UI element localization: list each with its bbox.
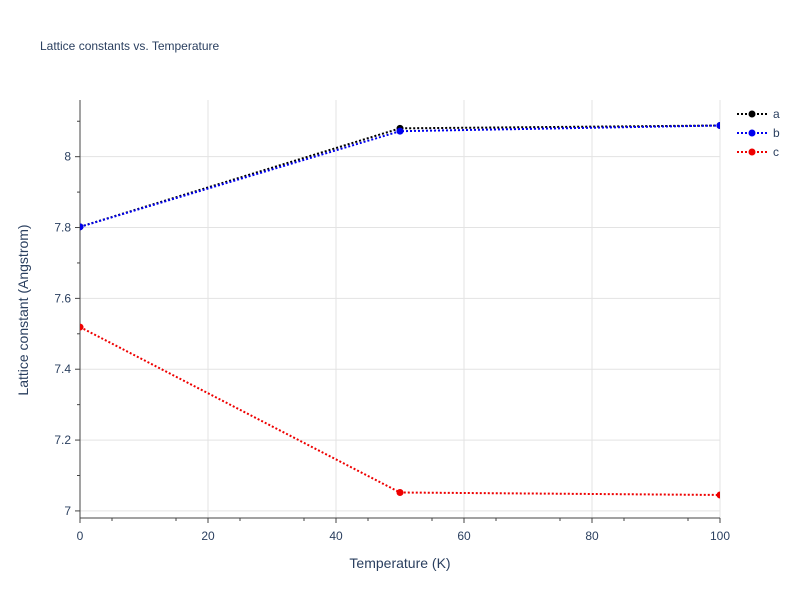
legend-swatch-marker xyxy=(748,110,756,118)
data-point-b xyxy=(716,122,720,130)
data-point-c xyxy=(716,491,720,499)
y-axis-label: Lattice constant (Angstrom) xyxy=(15,224,31,395)
legend-item-a[interactable]: a xyxy=(737,107,780,121)
series-line-c xyxy=(80,326,720,496)
axes: 0 20 40 60 80 100 7 7.2 7.4 7.6 7.8 8 xyxy=(54,100,730,543)
series-line-b xyxy=(80,124,720,228)
y-tick-label: 7.2 xyxy=(54,433,71,447)
legend-item-b[interactable]: b xyxy=(737,126,780,140)
legend-label: a xyxy=(773,107,780,121)
chart-title: Lattice constants vs. Temperature xyxy=(40,39,220,53)
y-tick-label: 7.4 xyxy=(54,362,71,376)
data-point-c xyxy=(80,323,84,331)
x-tick-label: 0 xyxy=(77,529,84,543)
series-a xyxy=(80,122,720,231)
data-point-b xyxy=(80,223,84,231)
y-tick-label: 7.8 xyxy=(54,221,71,235)
series-line-a xyxy=(80,124,720,228)
grid-lines xyxy=(80,100,721,518)
series-c xyxy=(80,323,720,499)
x-axis-label: Temperature (K) xyxy=(349,555,450,571)
y-tick-label: 8 xyxy=(64,150,71,164)
data-point-b xyxy=(396,127,404,135)
y-tick-label: 7 xyxy=(64,504,71,518)
legend-swatch-marker xyxy=(748,129,756,137)
legend-label: b xyxy=(773,126,780,140)
x-tick-label: 60 xyxy=(457,529,471,543)
legend-swatch-marker xyxy=(748,148,756,156)
data-point-c xyxy=(396,488,404,496)
x-tick-label: 100 xyxy=(710,529,730,543)
x-tick-label: 80 xyxy=(585,529,599,543)
series-b xyxy=(80,122,720,231)
legend[interactable]: abc xyxy=(737,107,780,159)
x-tick-label: 20 xyxy=(201,529,215,543)
legend-item-c[interactable]: c xyxy=(737,145,779,159)
y-tick-label: 7.6 xyxy=(54,291,71,305)
series-layer xyxy=(80,122,720,499)
legend-label: c xyxy=(773,145,779,159)
x-tick-label: 40 xyxy=(329,529,343,543)
